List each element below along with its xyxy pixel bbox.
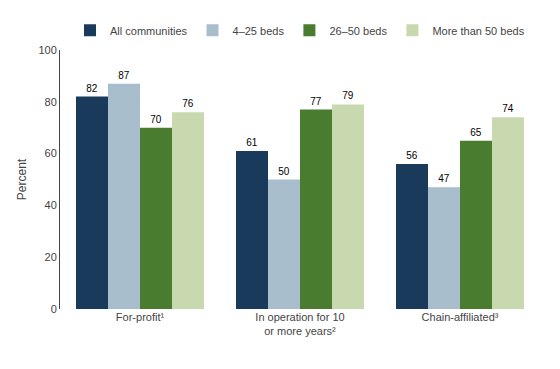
svg-text:74: 74 — [502, 103, 514, 114]
svg-text:80: 80 — [45, 96, 57, 108]
svg-text:40: 40 — [45, 199, 57, 211]
svg-text:All communities: All communities — [110, 25, 188, 37]
svg-text:100: 100 — [38, 44, 56, 56]
svg-text:60: 60 — [45, 147, 57, 159]
svg-text:76: 76 — [182, 98, 194, 109]
svg-text:87: 87 — [118, 70, 130, 81]
svg-text:50: 50 — [278, 166, 290, 177]
svg-text:20: 20 — [45, 251, 57, 263]
svg-text:Chain-affiliated³: Chain-affiliated³ — [422, 311, 499, 323]
svg-text:For-profit¹: For-profit¹ — [116, 311, 165, 323]
svg-text:70: 70 — [150, 114, 162, 125]
svg-text:More than 50 beds: More than 50 beds — [432, 25, 524, 37]
svg-text:0: 0 — [51, 303, 57, 315]
svg-text:79: 79 — [342, 90, 354, 101]
svg-text:26–50 beds: 26–50 beds — [329, 25, 387, 37]
svg-text:47: 47 — [438, 173, 450, 184]
svg-text:77: 77 — [310, 96, 322, 107]
svg-text:56: 56 — [406, 150, 418, 161]
svg-text:In operation for 10or more yea: In operation for 10or more years² — [255, 311, 344, 337]
svg-text:65: 65 — [470, 127, 482, 138]
svg-text:61: 61 — [246, 137, 258, 148]
svg-text:Percent: Percent — [15, 158, 29, 200]
svg-text:82: 82 — [86, 83, 98, 94]
svg-text:4–25 beds: 4–25 beds — [233, 25, 285, 37]
